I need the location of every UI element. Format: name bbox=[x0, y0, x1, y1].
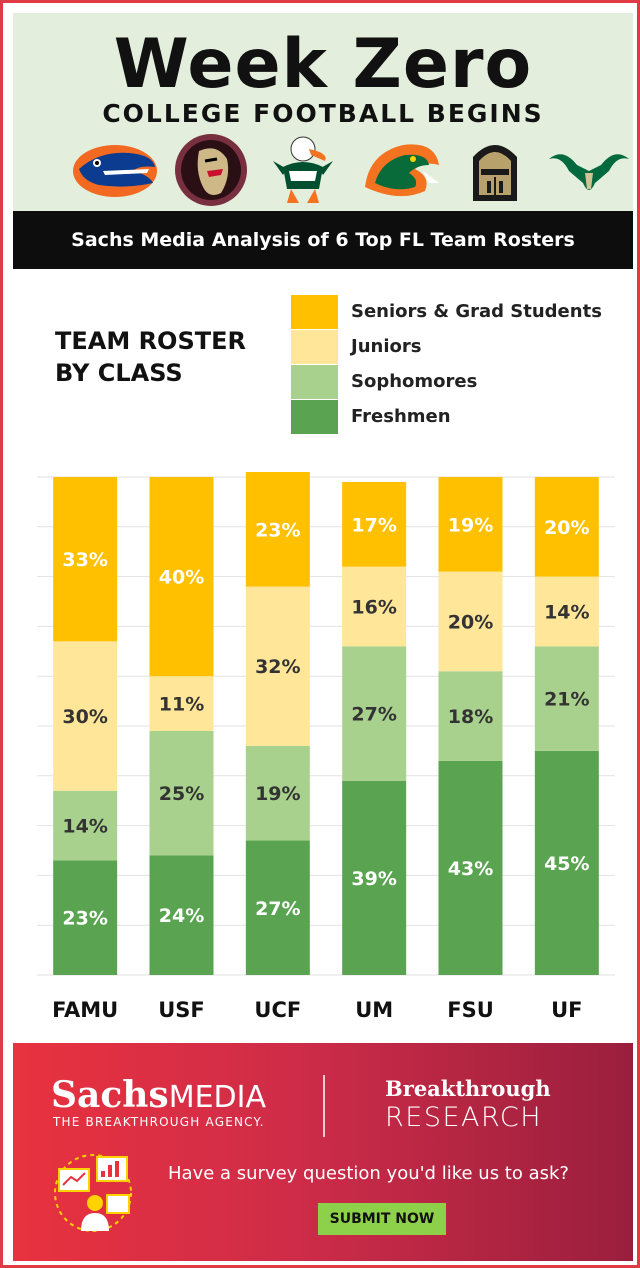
team-logos-row bbox=[13, 131, 633, 209]
legend-label: Juniors bbox=[351, 336, 422, 357]
stacked-bar-chart: 23% 14% 30% 33% FAMU 24% 25% 11% 40% USF 27% 19% 32%… bbox=[37, 472, 615, 1022]
brand-primary-light: MEDIA bbox=[168, 1080, 266, 1115]
category-label: FAMU bbox=[52, 998, 118, 1022]
seminole-logo-icon bbox=[175, 134, 247, 206]
submit-now-button[interactable]: SUBMIT NOW bbox=[318, 1203, 446, 1235]
legend-item: Seniors & Grad Students bbox=[291, 295, 631, 330]
category-label: USF bbox=[158, 998, 205, 1022]
bar-segment-fsu-seniors-grad-students bbox=[438, 477, 503, 572]
bar-segment-ucf-juniors bbox=[245, 586, 310, 746]
category-label: UM bbox=[355, 998, 393, 1022]
data-label: 19% bbox=[448, 514, 493, 536]
bar-segment-uf-freshmen bbox=[534, 750, 599, 975]
bar-segment-um-juniors bbox=[342, 566, 407, 647]
page-title: Week Zero bbox=[113, 25, 533, 104]
data-label: 11% bbox=[159, 694, 204, 716]
footer-panel: SachsMEDIA THE BREAKTHROUGH AGENCY. Brea… bbox=[13, 1043, 633, 1261]
data-label: 43% bbox=[448, 858, 493, 880]
knight-logo-icon bbox=[473, 145, 517, 201]
analysis-banner: Sachs Media Analysis of 6 Top FL Team Ro… bbox=[13, 211, 633, 269]
gator-logo-icon bbox=[73, 145, 157, 197]
category-label: UF bbox=[551, 998, 582, 1022]
data-label: 18% bbox=[448, 706, 493, 728]
bar-segment-fsu-sophomores bbox=[438, 671, 503, 761]
data-label: 27% bbox=[255, 898, 300, 920]
data-label: 24% bbox=[159, 905, 204, 927]
bar-segment-fsu-juniors bbox=[438, 571, 503, 672]
bar-segment-usf-freshmen bbox=[149, 855, 214, 975]
brand-primary-bold: Sachs bbox=[51, 1074, 169, 1116]
bar-segment-usf-sophomores bbox=[149, 730, 214, 856]
survey-research-icon bbox=[54, 1154, 132, 1232]
bar-segment-ucf-freshmen bbox=[245, 840, 310, 975]
bar-segment-um-sophomores bbox=[342, 646, 407, 781]
data-label: 14% bbox=[544, 601, 589, 623]
bar-segment-famu-sophomores bbox=[53, 790, 118, 861]
bar-segment-uf-sophomores bbox=[534, 646, 599, 751]
bar-segment-um-freshmen bbox=[342, 780, 407, 975]
sachs-media-logo: SachsMEDIA bbox=[51, 1073, 266, 1120]
legend-swatch bbox=[291, 330, 338, 364]
footer-divider bbox=[323, 1075, 325, 1137]
bar-segment-uf-seniors-grad-students bbox=[534, 477, 599, 577]
legend-swatch bbox=[291, 295, 338, 329]
bar-segment-fsu-freshmen bbox=[438, 760, 503, 975]
research-label: RESEARCH bbox=[385, 1102, 543, 1133]
legend-swatch bbox=[291, 365, 338, 399]
ibis-logo-icon bbox=[273, 136, 333, 203]
data-label: 20% bbox=[448, 611, 493, 633]
data-label: 40% bbox=[159, 567, 204, 589]
bar-segment-uf-juniors bbox=[534, 576, 599, 647]
breakthrough-label: Breakthrough bbox=[385, 1076, 551, 1101]
data-label: 32% bbox=[255, 656, 300, 678]
data-label: 14% bbox=[62, 816, 107, 838]
bar-segment-um-seniors-grad-students bbox=[342, 481, 407, 567]
bar-segment-usf-seniors-grad-students bbox=[149, 477, 214, 677]
category-label: UCF bbox=[254, 998, 301, 1022]
data-label: 19% bbox=[255, 783, 300, 805]
data-label: 21% bbox=[544, 689, 589, 711]
rattler-logo-icon bbox=[365, 144, 439, 197]
legend-label: Freshmen bbox=[351, 406, 451, 427]
legend-label: Seniors & Grad Students bbox=[351, 301, 602, 322]
legend-item: Sophomores bbox=[291, 365, 631, 400]
data-label: 25% bbox=[159, 783, 204, 805]
bar-segment-usf-juniors bbox=[149, 676, 214, 731]
data-label: 27% bbox=[351, 704, 396, 726]
data-label: 17% bbox=[351, 514, 396, 536]
header-panel: Week Zero COLLEGE FOOTBALL BEGINS bbox=[13, 13, 633, 211]
data-label: 39% bbox=[351, 868, 396, 890]
bar-segment-famu-freshmen bbox=[53, 860, 118, 975]
bar-segment-ucf-seniors-grad-students bbox=[245, 472, 310, 587]
bar-segment-famu-juniors bbox=[53, 641, 118, 791]
data-label: 45% bbox=[544, 853, 589, 875]
bull-logo-icon bbox=[549, 154, 629, 190]
legend-label: Sophomores bbox=[351, 371, 478, 392]
bar-segment-famu-seniors-grad-students bbox=[53, 477, 118, 642]
data-label: 33% bbox=[62, 549, 107, 571]
legend-item: Juniors bbox=[291, 330, 631, 365]
chart-title: TEAM ROSTER BY CLASS bbox=[55, 327, 246, 387]
data-label: 20% bbox=[544, 517, 589, 539]
legend-swatch bbox=[291, 400, 338, 434]
brand-tagline: THE BREAKTHROUGH AGENCY. bbox=[53, 1115, 265, 1129]
category-label: FSU bbox=[447, 998, 494, 1022]
survey-question: Have a survey question you'd like us to … bbox=[168, 1163, 569, 1184]
data-label: 23% bbox=[255, 519, 300, 541]
data-label: 30% bbox=[62, 706, 107, 728]
page-subtitle: COLLEGE FOOTBALL BEGINS bbox=[102, 99, 544, 128]
data-label: 23% bbox=[62, 908, 107, 930]
legend-item: Freshmen bbox=[291, 400, 631, 435]
chart-legend: Seniors & Grad Students Juniors Sophomores… bbox=[291, 295, 631, 435]
bar-segment-ucf-sophomores bbox=[245, 745, 310, 841]
data-label: 16% bbox=[351, 596, 396, 618]
